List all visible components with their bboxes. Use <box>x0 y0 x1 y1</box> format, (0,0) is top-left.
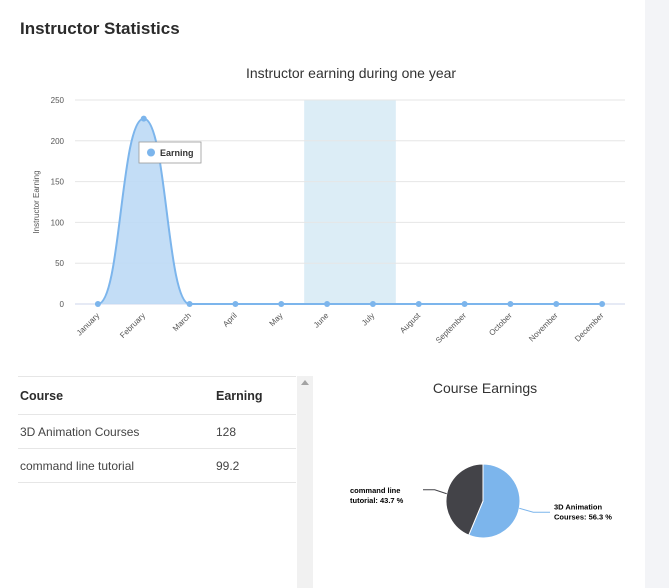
course-name: command line tutorial <box>18 448 216 483</box>
data-point <box>461 301 468 307</box>
legend-marker <box>147 148 155 157</box>
course-earnings-table: Course Earning 3D Animation Courses 128 … <box>18 376 296 588</box>
x-tick-label: August <box>398 311 423 336</box>
y-axis-label: Instructor Earning <box>32 170 41 233</box>
pie-label-3d-animation: 3D Animation Courses: 56.3 % <box>554 502 612 521</box>
y-tick-label: 50 <box>55 259 64 268</box>
chart-title: Instructor earning during one year <box>246 65 456 81</box>
x-tick-label: March <box>171 311 193 333</box>
table-scrollbar[interactable] <box>297 376 313 588</box>
data-point <box>94 301 101 307</box>
series-area <box>97 118 603 304</box>
card-title: Instructor Statistics <box>20 19 180 38</box>
x-tick-label: June <box>312 311 331 330</box>
x-tick-label: December <box>573 311 606 344</box>
scroll-up-icon[interactable] <box>301 380 309 385</box>
pie-label-command-line: command line tutorial: 43.7 % <box>350 486 404 505</box>
data-point <box>232 301 239 307</box>
table-row: command line tutorial 99.2 <box>18 448 296 483</box>
course-earnings-pie-chart: Course Earnings 3D Animation Courses: 56.3… <box>350 380 612 539</box>
pie-label-line: 3D Animation <box>554 502 602 511</box>
pie-label-line: command line <box>350 486 400 495</box>
y-tick-label: 150 <box>51 178 65 187</box>
x-tick-label: January <box>75 311 101 337</box>
chart-legend: Earning <box>138 141 202 164</box>
course-earning: 99.2 <box>216 448 296 483</box>
table-header-row: Course Earning <box>18 376 296 415</box>
highlight-band <box>304 100 396 304</box>
data-point <box>278 301 285 307</box>
data-point <box>140 115 147 122</box>
header-course: Course <box>18 376 216 415</box>
pie-label-line: tutorial: 43.7 % <box>350 496 404 505</box>
x-tick-label: November <box>527 311 560 344</box>
course-earning: 128 <box>216 414 296 449</box>
course-name: 3D Animation Courses <box>18 414 216 449</box>
data-point <box>507 301 514 307</box>
pie-slice <box>468 463 521 539</box>
x-tick-label: October <box>487 311 514 338</box>
data-point <box>553 301 560 307</box>
y-tick-label: 0 <box>60 300 65 309</box>
header-earning: Earning <box>216 376 296 415</box>
x-tick-label: September <box>434 311 468 345</box>
x-tick-label: February <box>118 311 147 340</box>
pie-label-connector <box>423 489 447 495</box>
legend-box <box>138 141 202 164</box>
instructor-statistics-card: Instructor Statistics Instructor earning… <box>0 0 645 588</box>
x-tick-label: July <box>360 311 376 327</box>
data-point <box>324 301 331 307</box>
y-tick-label: 250 <box>51 96 65 105</box>
y-tick-label: 200 <box>51 137 65 146</box>
x-tick-label: April <box>221 311 239 329</box>
data-point <box>369 301 376 307</box>
pie-label-line: Courses: 56.3 % <box>554 512 612 521</box>
table-row: 3D Animation Courses 128 <box>18 414 296 449</box>
data-point <box>599 301 606 307</box>
data-point <box>186 301 193 307</box>
y-tick-label: 100 <box>51 218 65 227</box>
legend-label: Earning <box>160 148 194 158</box>
pie-label-connector <box>519 507 550 513</box>
pie-title: Course Earnings <box>433 380 537 396</box>
x-tick-label: May <box>268 311 285 328</box>
earning-line-chart: Instructor earning during one year 0 50 100… <box>32 65 625 345</box>
pie-slice <box>445 463 484 536</box>
data-point <box>415 301 422 307</box>
